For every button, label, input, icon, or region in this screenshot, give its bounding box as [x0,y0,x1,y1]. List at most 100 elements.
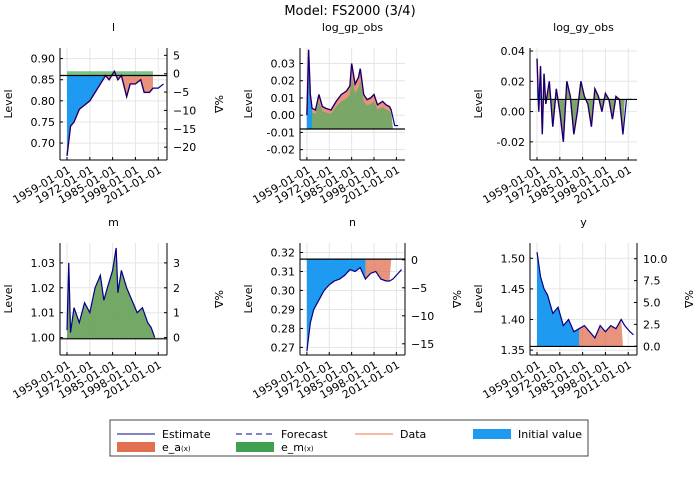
legend-label: Estimate [162,428,211,441]
legend-subscript: (x) [304,445,314,453]
y2-tick-label: 7.5 [643,275,661,288]
initial-value-area [537,252,580,347]
figure-title: Model: FS2000 (3/4) [284,4,415,19]
y-tick-label: 0.85 [31,74,56,87]
y2-tick-label: −15 [411,338,434,351]
y-tick-label: 0.31 [271,265,296,278]
y2-tick-label: −10 [173,104,196,117]
legend-item-forecast: Forecast [236,428,328,441]
y2-axis-label: %Δ [212,290,225,308]
subplot-title: m [108,216,119,229]
legend: Estimate Forecast Data Initial value e_a(x) e… [109,419,589,457]
y-tick-label: 1.35 [501,344,526,357]
y-axis-label: Level [2,89,15,118]
subplot-title: log_gy_obs [553,21,614,34]
estimate-line [306,266,403,352]
y-tick-label: 1.01 [31,307,56,320]
e_m-area [67,247,155,339]
subplot-log_gp_obs: log_gp_obsLevel1959-01-011972-01-011985-… [242,21,405,207]
y2-tick-label: 3 [173,257,180,270]
y-tick-label: 0.03 [271,58,296,71]
y-tick-label: 0.75 [31,116,56,129]
y-tick-label: 0.02 [271,75,296,88]
y-tick-label: 0.80 [31,95,56,108]
y2-tick-label: −20 [173,141,196,154]
legend-swatch [117,442,155,452]
y-tick-label: 0.29 [271,303,296,316]
legend-item-e_a: e_a(x) [117,441,191,454]
y-tick-label: 0.00 [501,106,526,119]
y-tick-label: 0.04 [501,45,526,58]
legend-label: Data [400,428,426,441]
y-tick-label: 0.02 [501,75,526,88]
initial-value-area [67,75,106,156]
y-tick-label: 1.03 [31,257,56,270]
subplot-log_gy_obs: log_gy_obsLevel1959-01-011972-01-011985-… [472,21,637,207]
y2-tick-label: 10.0 [643,253,668,266]
y2-tick-label: −15 [173,123,196,136]
y2-tick-label: 0 [411,254,418,267]
legend-label: Initial value [518,428,582,441]
y-tick-label: 0.27 [271,341,296,354]
y-axis-label: Level [472,284,485,313]
y2-tick-label: 2.5 [643,318,661,331]
y-tick-label: -0.02 [497,136,525,149]
y-axis-label: Level [472,89,485,118]
y-axis-label: Level [2,284,15,313]
y-tick-label: 1.00 [31,332,56,345]
estimate-line [536,252,634,339]
y2-tick-label: 0 [173,68,180,81]
y2-tick-label: 5.0 [643,297,661,310]
y-tick-label: 1.50 [501,252,526,265]
y-tick-label: 0.01 [271,92,296,105]
y-tick-label: 0.70 [31,137,56,150]
legend-swatch [473,429,511,439]
y-tick-label: 0.32 [271,246,296,259]
subplot-y: yLevel1959-01-011972-01-011985-01-011998… [472,216,695,402]
legend-item-e_m: e_m(x) [236,441,314,454]
y-tick-label: 0.90 [31,53,56,66]
estimate-line [66,247,156,338]
subplot-title: n [349,216,356,229]
y2-axis-label: %Δ [682,290,695,308]
y-tick-label: 0.30 [271,284,296,297]
subplot-title: y [580,216,587,229]
legend-subscript: (x) [181,445,191,453]
y-tick-label: 1.02 [31,282,56,295]
y2-tick-label: 0.0 [643,340,661,353]
legend-label: Forecast [281,428,328,441]
legend-item-estimate: Estimate [117,428,211,441]
y2-tick-label: 5 [173,49,180,62]
y-tick-label: -0.02 [267,144,295,157]
y-tick-label: 1.40 [501,314,526,327]
legend-swatch [236,442,274,452]
subplot-l: lLevel1959-01-011972-01-011985-01-011998… [2,21,225,207]
y-tick-label: 0.28 [271,322,296,335]
legend-item-data: Data [355,428,426,441]
y2-axis-label: %Δ [450,290,463,308]
legend-label: e_m(x) [281,441,314,454]
estimate-line [306,49,399,127]
y-tick-label: 0.00 [271,109,296,122]
y-tick-label: -0.01 [267,126,295,139]
y2-tick-label: 0 [173,332,180,345]
legend-item-initial-value: Initial value [473,428,582,441]
y2-tick-label: 1 [173,307,180,320]
y2-tick-label: −5 [411,282,427,295]
y-tick-label: 1.45 [501,283,526,296]
subplot-n: nLevel1959-01-011972-01-011985-01-011998… [242,216,463,402]
subplot-title: log_gp_obs [322,21,383,34]
subplot-m: mLevel1959-01-011972-01-011985-01-011998… [2,216,225,402]
e_m-area [67,71,153,76]
y2-axis-label: %Δ [212,95,225,113]
subplot-title: l [112,21,115,34]
legend-label: e_a(x) [162,441,191,454]
y-axis-label: Level [242,89,255,118]
y2-tick-label: 2 [173,282,180,295]
initial-value-area [306,259,366,352]
y-axis-label: Level [242,284,255,313]
y2-tick-label: −10 [411,310,434,323]
e_m-area [306,65,393,129]
